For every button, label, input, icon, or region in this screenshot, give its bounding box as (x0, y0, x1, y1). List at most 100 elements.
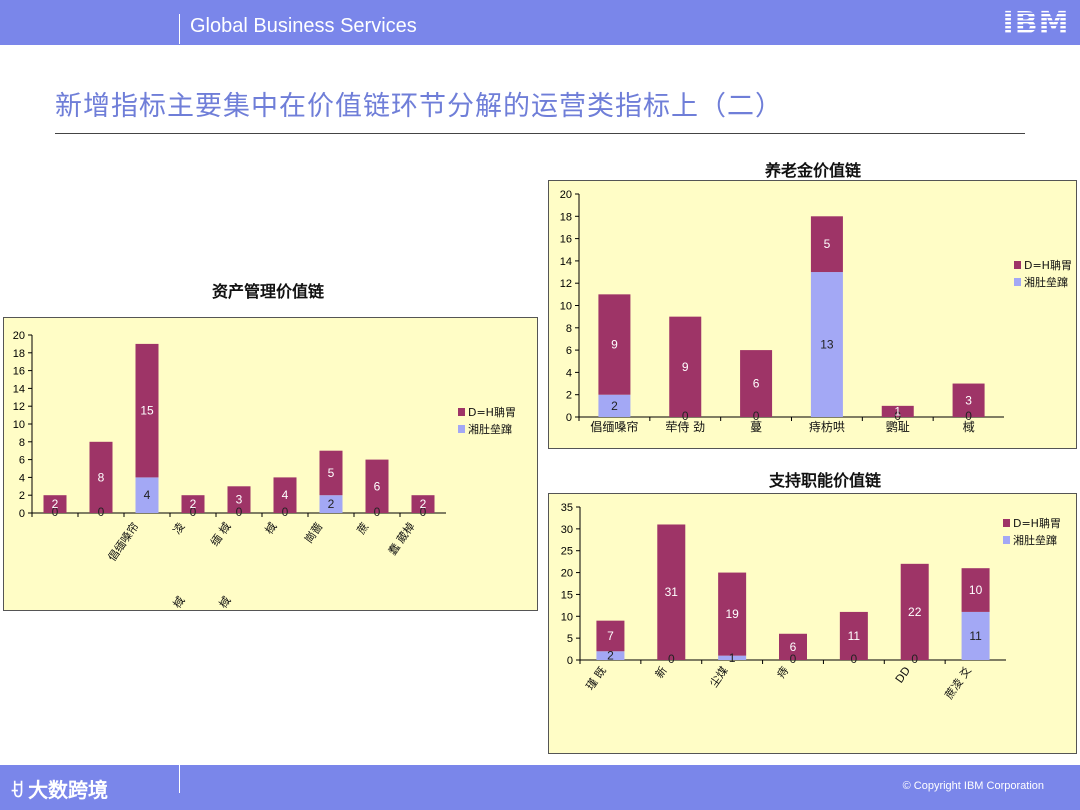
legend-label-b: 湘肚垒蹿 (1013, 533, 1057, 547)
y-tick-label: 0 (19, 508, 25, 520)
data-label-a: 31 (665, 585, 679, 599)
y-tick-label: 14 (560, 256, 572, 268)
y-tick-label: 14 (13, 383, 25, 395)
pension-chart-title: 养老金价值链 (765, 161, 862, 180)
data-label-b: 0 (790, 652, 797, 666)
legend-label-a: D=H聃胃 (1013, 516, 1061, 530)
bar-segment-a (881, 405, 914, 417)
bar-segment-a (411, 495, 435, 513)
y-tick-label: 20 (13, 330, 25, 342)
legend-label-a: D=H聃胃 (468, 405, 516, 419)
bar-segment-b (961, 611, 990, 660)
bar-segment-a (657, 524, 686, 660)
legend-label-a: D=H聃胃 (1024, 258, 1072, 272)
data-label-b: 0 (851, 652, 858, 666)
data-label-b: 1 (729, 651, 736, 665)
footer-bar: ꀀ 大数跨境 © Copyright IBM Corporation (0, 765, 1080, 810)
bar-segment-a (365, 459, 389, 513)
x-tick-label: 蔓 (750, 420, 762, 434)
y-tick-label: 6 (566, 345, 572, 357)
data-label-a: 3 (236, 493, 243, 507)
x-tick-label: 凌 (170, 520, 188, 537)
y-tick-label: 18 (560, 211, 572, 223)
y-tick-label: 4 (566, 367, 572, 379)
watermark-text: 大数跨境 (28, 778, 109, 802)
x-tick-label: 缅 棫 (207, 520, 233, 549)
bar-segment-a (961, 568, 990, 612)
support-chart-title: 支持职能价值链 (769, 471, 882, 490)
data-label-b: 0 (236, 505, 243, 519)
data-label-b: 0 (682, 409, 689, 423)
y-tick-label: 18 (13, 348, 25, 360)
data-label-b: 11 (969, 629, 982, 643)
x-tick-label: DD (893, 664, 913, 685)
x-tick-label: 倡缅嗓帘 (105, 520, 142, 564)
y-tick-label: 20 (561, 568, 573, 580)
data-label-a: 1 (894, 404, 901, 418)
watermark: ꀀ 大数跨境 (10, 774, 108, 803)
y-tick-label: 10 (560, 301, 572, 313)
bar-segment-a (740, 350, 773, 417)
bar-segment-b (596, 651, 625, 660)
y-tick-label: 0 (567, 655, 573, 667)
data-label-a: 10 (969, 583, 983, 597)
data-label-a: 2 (190, 497, 197, 511)
y-tick-label: 10 (13, 419, 25, 431)
legend-swatch-a (458, 408, 465, 416)
legend-label-b: 湘肚垒蹿 (1024, 275, 1068, 289)
legend-swatch-a (1003, 519, 1010, 527)
x-tick-label: 荦侍 劲 (665, 420, 705, 434)
data-label-a: 9 (682, 360, 689, 374)
x-tick-label: 倡缅嗓帘 (590, 419, 638, 434)
y-tick-label: 6 (19, 455, 25, 467)
pension-chart-panel: 0 2 4 6 8 10 12 14 16 18 20 2 9 倡缅嗓帘 0 9 荦侍 劲 0 6 蔓 13 5 痔枋哄 0 1… (548, 180, 1077, 449)
data-label-a: 9 (611, 338, 618, 352)
x-tick-label: 新 (652, 664, 670, 681)
data-label-b: 0 (282, 505, 289, 519)
bar-segment-a (181, 495, 205, 513)
legend-swatch-a (1014, 261, 1021, 269)
y-tick-label: 10 (561, 611, 573, 623)
y-tick-label: 15 (561, 589, 573, 601)
legend-label-b: 湘肚垒蹿 (468, 422, 512, 436)
bar-segment-a (779, 633, 807, 660)
x-tick-label: 棫 (170, 594, 187, 610)
header-brand: Global Business Services (190, 15, 417, 37)
data-label-b: 2 (611, 399, 618, 413)
svg-text:IBM: IBM (1003, 6, 1070, 38)
ibm-logo: IBM (1003, 6, 1070, 38)
data-label-a: 11 (848, 629, 861, 643)
bar-segment-a (669, 316, 702, 417)
bar-segment-b (319, 495, 343, 513)
y-tick-label: 2 (19, 490, 25, 502)
copyright-text: © Copyright IBM Corporation (902, 780, 1044, 792)
y-tick-label: 16 (560, 234, 572, 246)
bar-segment-b (810, 272, 843, 417)
data-label-a: 8 (98, 470, 105, 484)
bar-segment-b (718, 655, 747, 660)
data-label-a: 15 (140, 404, 154, 418)
bar-segment-b (598, 394, 631, 417)
data-label-b: 0 (374, 505, 381, 519)
x-tick-label: 崗蔷 (302, 520, 325, 545)
y-tick-label: 25 (561, 546, 573, 558)
title-rule (55, 133, 1025, 134)
data-label-b: 0 (894, 409, 901, 423)
data-label-a: 2 (52, 497, 59, 511)
data-label-b: 0 (420, 505, 427, 519)
x-tick-label: 尘煤 (707, 664, 730, 689)
data-label-a: 3 (965, 393, 972, 407)
bar-segment-a (718, 572, 747, 656)
y-tick-label: 12 (13, 401, 25, 413)
x-tick-label: 鹦耻 (886, 420, 910, 434)
support-chart-panel: 0 5 10 15 20 25 30 35 2 7 瑾 既 0 31 新 1 19 尘煤 0 6 痔 0 11 0 22 DD 1… (548, 493, 1077, 754)
data-label-a: 4 (282, 488, 289, 502)
data-label-a: 5 (824, 237, 831, 251)
y-tick-label: 30 (561, 524, 573, 536)
data-label-a: 6 (753, 377, 760, 391)
data-label-b: 2 (328, 497, 335, 511)
data-label-b: 4 (144, 488, 151, 502)
x-tick-label: 瑾 既 (584, 664, 609, 692)
data-label-b: 13 (820, 338, 834, 352)
